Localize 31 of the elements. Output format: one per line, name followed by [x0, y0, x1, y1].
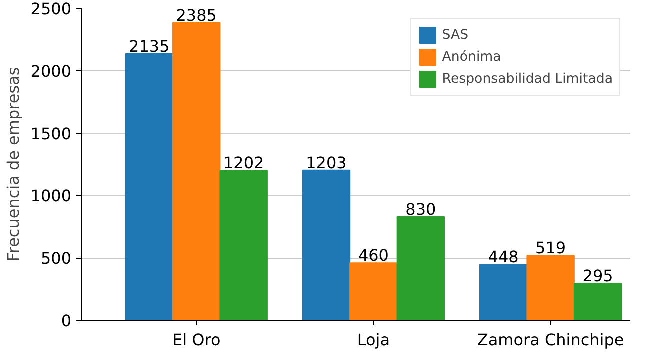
bar — [220, 170, 268, 320]
bar — [172, 22, 221, 320]
y-tick-label: 500 — [40, 249, 72, 268]
legend-label: Responsabilidad Limitada — [442, 72, 613, 86]
y-tick-label: 0 — [61, 312, 72, 330]
x-tick-label: Loja — [357, 330, 390, 350]
data-label: 519 — [536, 238, 566, 258]
y-axis-title: Frecuencia de empresas — [4, 67, 23, 262]
bar — [350, 262, 398, 320]
data-label: 830 — [406, 200, 436, 219]
bar — [574, 283, 622, 320]
y-tick-label: 1500 — [30, 124, 72, 144]
legend-label: SAS — [442, 28, 469, 42]
data-label: 1203 — [306, 153, 347, 172]
x-tick-label: Zamora Chinchipe — [477, 330, 624, 350]
data-label: 295 — [582, 266, 614, 286]
data-label: 460 — [358, 246, 389, 266]
bar — [396, 216, 446, 320]
y-tick-label: 2500 — [30, 0, 72, 18]
y-tick-label: 2000 — [30, 62, 72, 81]
bar — [302, 170, 351, 320]
bar — [526, 255, 575, 320]
bar — [479, 264, 528, 320]
bar — [125, 54, 174, 320]
data-label: 2385 — [176, 6, 217, 25]
data-label: 2135 — [129, 37, 170, 56]
data-label: 1202 — [223, 153, 264, 172]
y-tick-label: 1000 — [30, 186, 72, 206]
legend-label: Anónima — [442, 50, 502, 64]
x-tick-label: El Oro — [172, 330, 221, 350]
data-label: 448 — [488, 248, 519, 267]
